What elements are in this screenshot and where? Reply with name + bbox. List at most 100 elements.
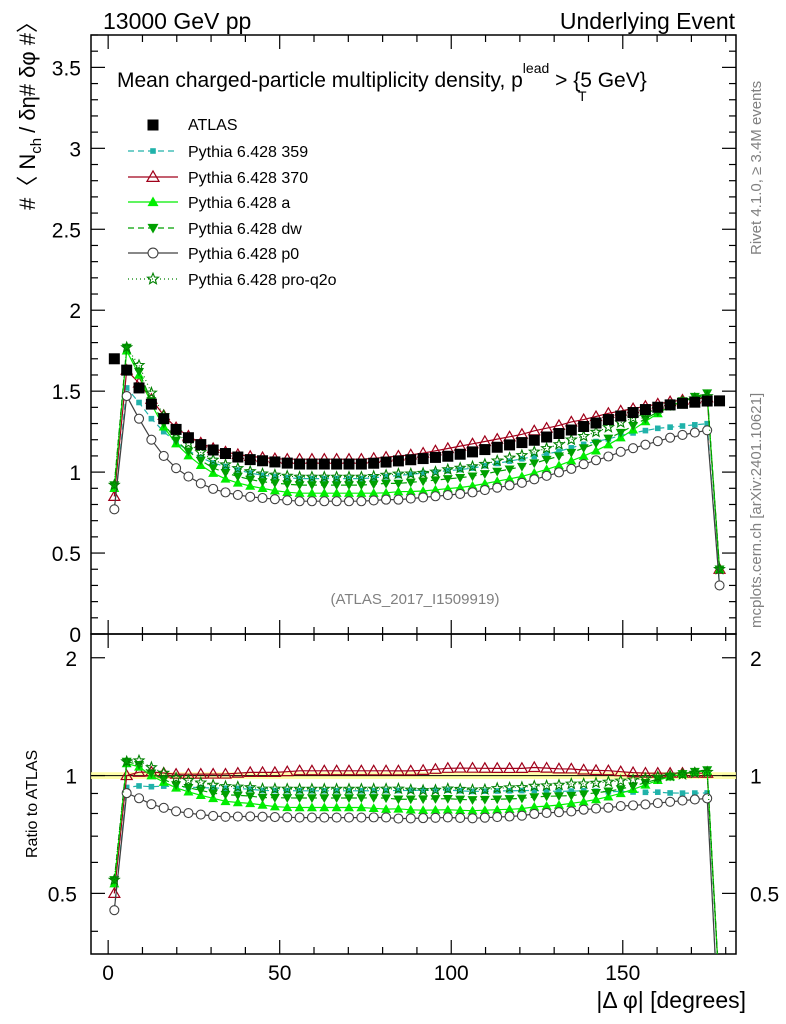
point-atlas (615, 410, 627, 422)
point-pythia-6-428-dw (232, 472, 243, 482)
ratio-point-pythia-6-428-359 (210, 785, 216, 791)
legend-p0: Pythia 6.428 p0 (188, 246, 299, 263)
point-pythia-6-428-a (220, 473, 231, 483)
point-atlas (467, 446, 479, 458)
ratio-point-pythia-6-428-p0 (133, 793, 145, 804)
ratio-point-pythia-6-428-pro-q2o (466, 782, 479, 796)
point-pythia-6-428-a (578, 451, 589, 460)
point-pythia-6-428-dw (479, 470, 490, 479)
ratio-point-pythia-6-428-359 (136, 783, 142, 789)
point-atlas (244, 454, 256, 466)
y-tick-0: 0 (69, 624, 81, 647)
ratio-point-pythia-6-428-p0 (158, 802, 169, 813)
point-atlas (578, 421, 590, 433)
point-pythia-6-428-p0 (294, 496, 305, 507)
ratio-point-pythia-6-428-359 (556, 788, 562, 795)
point-pythia-6-428-a (442, 483, 453, 493)
ratio-point-pythia-6-428-370 (589, 763, 603, 776)
point-pythia-6-428-dw (455, 473, 466, 483)
ratio-tick-right-05: 0.5 (750, 883, 779, 906)
ratio-point-pythia-6-428-p0 (504, 811, 515, 822)
ratio-point-pythia-6-428-370 (515, 761, 529, 773)
plot-title-sup: lead (523, 60, 549, 76)
ratio-point-pythia-6-428-pro-q2o (453, 782, 467, 795)
y-tick-05: 0.5 (52, 543, 81, 566)
point-pythia-6-428-359 (210, 460, 216, 466)
ratio-point-pythia-6-428-pro-q2o (194, 775, 208, 789)
ratio-point-pythia-6-428-p0 (652, 798, 663, 809)
point-pythia-6-428-p0 (331, 496, 342, 507)
point-pythia-6-428-pro-q2o (503, 451, 517, 464)
ratio-point-pythia-6-428-370 (391, 764, 405, 776)
ratio-point-pythia-6-428-pro-q2o (379, 782, 393, 795)
ratio-point-pythia-6-428-a (232, 797, 243, 807)
point-pythia-6-428-359 (432, 469, 439, 475)
point-atlas (121, 364, 133, 376)
ratio-point-pythia-6-428-370 (354, 764, 368, 776)
point-pythia-6-428-359 (160, 428, 167, 435)
ratio-point-pythia-6-428-359 (407, 787, 414, 794)
point-atlas (590, 417, 602, 429)
ratio-point-pythia-6-428-p0 (220, 811, 231, 822)
point-pythia-6-428-a (245, 480, 256, 490)
ratio-point-pythia-6-428-370 (342, 764, 356, 776)
point-pythia-6-428-p0 (516, 477, 527, 488)
point-pythia-6-428-dw (220, 468, 231, 478)
point-pythia-6-428-pro-q2o (429, 465, 442, 478)
ratio-point-pythia-6-428-a (529, 801, 540, 811)
point-pythia-6-428-pro-q2o (404, 467, 418, 480)
point-pythia-6-428-a (393, 486, 404, 496)
point-pythia-6-428-dw (405, 478, 416, 488)
point-pythia-6-428-359 (519, 455, 525, 462)
ratio-point-pythia-6-428-pro-q2o (441, 781, 455, 795)
point-pythia-6-428-359 (136, 399, 142, 406)
ratio-point-pythia-6-428-dw (665, 772, 676, 782)
ratio-point-pythia-6-428-a (331, 802, 342, 812)
ratio-point-pythia-6-428-359 (568, 788, 575, 794)
legend-marker-pythia-6-428-p0 (147, 247, 159, 259)
ratio-point-pythia-6-428-359 (642, 789, 649, 796)
point-pythia-6-428-dw (418, 477, 429, 487)
ratio-point-pythia-6-428-pro-q2o (144, 760, 158, 773)
point-pythia-6-428-p0 (269, 494, 280, 505)
legend-dw: Pythia 6.428 dw (188, 221, 302, 238)
point-pythia-6-428-p0 (121, 390, 132, 402)
ratio-line-pythia-6-428-370 (113, 766, 718, 954)
y-tick-1: 1 (69, 462, 81, 485)
ratio-point-pythia-6-428-p0 (331, 812, 342, 823)
point-pythia-6-428-dw (591, 439, 602, 449)
ratio-point-pythia-6-428-dw (541, 792, 552, 802)
x-axis-label: |Δ φ| [degrees] (596, 987, 746, 1013)
legend-marker-pythia-6-428-dw (147, 223, 159, 234)
ratio-point-pythia-6-428-370 (256, 765, 270, 778)
point-atlas (602, 414, 614, 426)
legend-marker-pythia-6-428-pro-q2o (146, 271, 160, 285)
point-pythia-6-428-a (319, 488, 330, 497)
point-pythia-6-428-dw (381, 479, 392, 489)
legend: ATLAS Pythia 6.428 359 Pythia 6.428 370 … (128, 117, 337, 289)
ratio-point-pythia-6-428-a (442, 804, 453, 814)
point-pythia-6-428-p0 (590, 455, 602, 466)
point-pythia-6-428-pro-q2o (540, 441, 554, 454)
ratio-point-pythia-6-428-dw (183, 783, 194, 793)
point-atlas (182, 432, 194, 444)
point-atlas (306, 458, 318, 470)
point-pythia-6-428-p0 (146, 434, 157, 445)
point-pythia-6-428-p0 (195, 478, 206, 489)
point-pythia-6-428-dw (319, 481, 330, 491)
ratio-point-pythia-6-428-p0 (442, 812, 453, 823)
ratio-point-pythia-6-428-a (541, 801, 552, 810)
ratio-point-pythia-6-428-dw (479, 795, 490, 805)
ratio-point-pythia-6-428-p0 (109, 905, 120, 916)
ratio-point-pythia-6-428-a (381, 804, 392, 813)
point-pythia-6-428-359 (667, 424, 673, 430)
ratio-point-pythia-6-428-p0 (479, 812, 490, 823)
point-pythia-6-428-dw (553, 452, 564, 462)
main-series (107, 340, 727, 591)
ratio-tick-right-1: 1 (750, 766, 762, 789)
ratio-point-pythia-6-428-dw (208, 789, 219, 799)
point-pythia-6-428-p0 (183, 471, 194, 482)
ratio-point-pythia-6-428-a (455, 805, 466, 815)
ratio-point-pythia-6-428-370 (132, 765, 146, 777)
